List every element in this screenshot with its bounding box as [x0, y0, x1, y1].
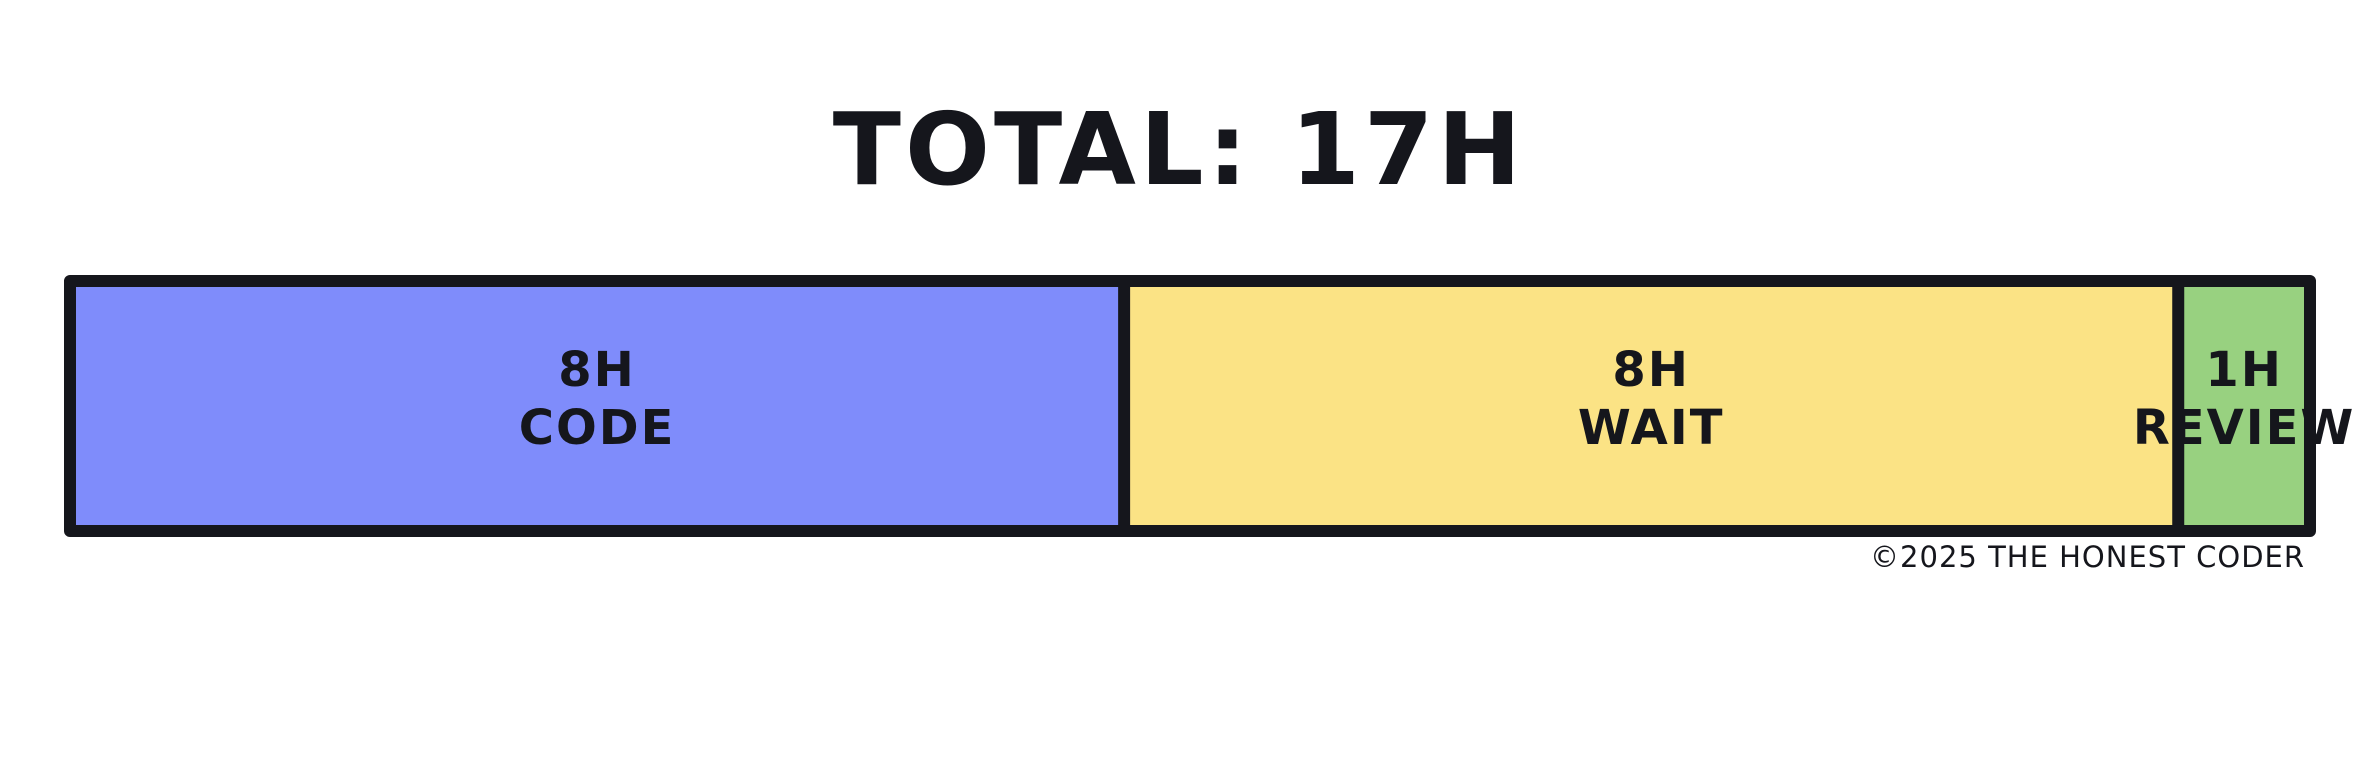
copyright-credit: ©2025 THE HONEST CODER	[1870, 540, 2305, 574]
bar-segments	[70, 281, 2310, 531]
chart-title: TOTAL: 17H	[832, 91, 1526, 208]
segment-value-label: 1H	[2205, 342, 2283, 398]
bar-outline	[64, 275, 2316, 537]
bar-segment-review	[2178, 281, 2310, 531]
segment-value-label: 8H	[558, 342, 636, 398]
bar-segment-code	[70, 281, 1125, 531]
segment-category-label: WAIT	[1578, 400, 1725, 456]
bar-dividers	[1118, 281, 2185, 531]
segment-category-label: CODE	[519, 400, 676, 456]
segment-value-label: 8H	[1612, 342, 1690, 398]
bar-segment-wait	[1124, 281, 2179, 531]
segment-category-label: REVIEW	[2133, 400, 2356, 456]
